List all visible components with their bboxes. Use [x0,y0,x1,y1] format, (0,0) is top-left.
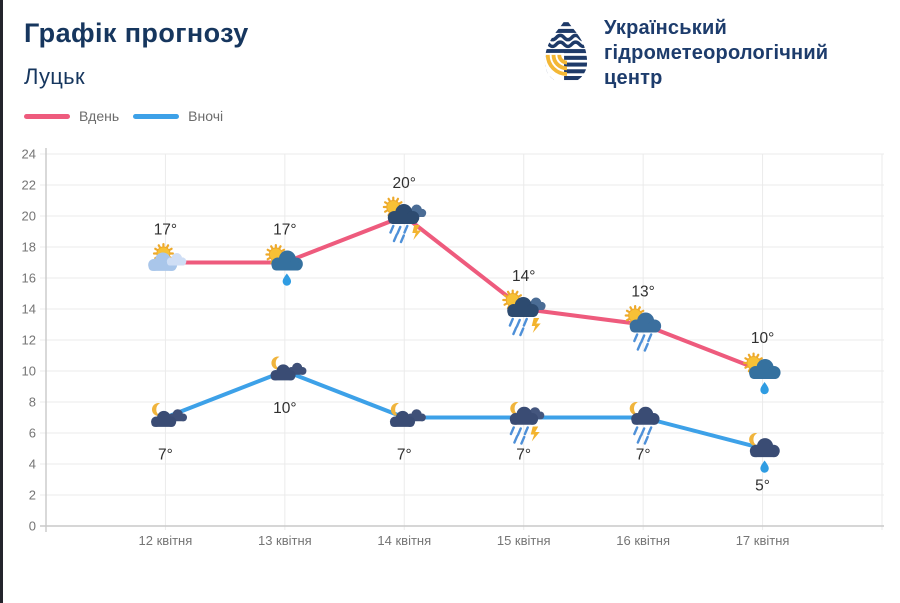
temp-label: 5° [755,478,770,495]
legend-item: Вночі [133,108,223,124]
brand-logo: Український гідрометеорологічний центр [541,16,828,92]
temp-label: 17° [273,222,296,239]
temp-label: 17° [154,222,177,239]
weather-icon-moon-cloud [389,403,426,427]
chart-legend: Вдень Вночі [24,108,237,124]
axes [40,148,884,532]
x-tick-label: 17 квітня [736,533,790,548]
x-tick-label: 16 квітня [616,533,670,548]
brand-name-line: центр [604,67,663,90]
y-tick-label: 22 [22,178,36,193]
legend-swatch [24,113,70,119]
weather-icon-sun-storm [502,289,546,337]
temp-label: 14° [512,268,535,285]
grid [40,153,884,530]
y-tick-label: 18 [22,240,36,255]
hydromet-drop-icon [544,18,588,84]
series-line-Вночі [163,369,765,451]
y-tick-label: 16 [22,271,36,286]
y-tick-label: 14 [22,302,36,317]
weather-icon-sun-cloud-drop [743,352,781,395]
y-tick-label: 12 [22,333,36,348]
x-tick-label: 15 квітня [497,533,551,548]
legend-label: Вдень [79,108,120,124]
temp-label: 10° [273,400,296,417]
brand-name-line: Український [604,17,727,39]
legend-swatch [133,113,180,119]
y-tick-label: 24 [22,147,36,162]
legend-item: Вдень [24,108,119,124]
y-tick-label: 6 [29,426,36,441]
y-tick-label: 10 [22,364,36,379]
weather-icon-moon-cloud [151,403,188,427]
temp-label: 20° [393,175,416,192]
series-line-Вдень [163,214,765,373]
weather-icon-moon-rain [629,402,660,445]
page-title: Графік прогнозу [24,18,249,48]
x-tick-label: 12 квітня [139,533,193,548]
weather-icon-sun-rain [624,304,662,352]
weather-icon-moon-drop [749,433,780,473]
weather-icon-moon-storm [509,402,545,445]
y-tick-label: 20 [22,209,36,224]
y-tick-label: 2 [29,488,36,503]
weather-icon-sun-storm [382,196,427,244]
temp-label: 13° [631,284,654,301]
temp-label: 7° [636,447,651,464]
temp-label: 10° [751,330,774,347]
temp-label: 7° [397,447,412,464]
brand-name: Український гідрометеорологічний центр [604,16,828,92]
window-left-border [0,0,3,603]
brand-name-line: гідрометеорологічний [604,42,829,65]
x-tick-label: 14 квітня [377,533,431,548]
weather-icon-sun-cloud [148,242,187,271]
y-tick-label: 0 [29,519,36,534]
x-tick-label: 13 квітня [258,533,312,548]
legend-label: Вночі [188,108,224,124]
temp-label: 7° [158,447,173,464]
weather-icon-moon-cloud [270,356,307,381]
y-tick-label: 8 [29,395,36,410]
weather-icon-sun-cloud-drop [265,243,303,286]
y-tick-label: 4 [29,457,36,472]
city-subtitle: Луцьк [24,64,85,89]
temp-label: 7° [516,447,531,464]
